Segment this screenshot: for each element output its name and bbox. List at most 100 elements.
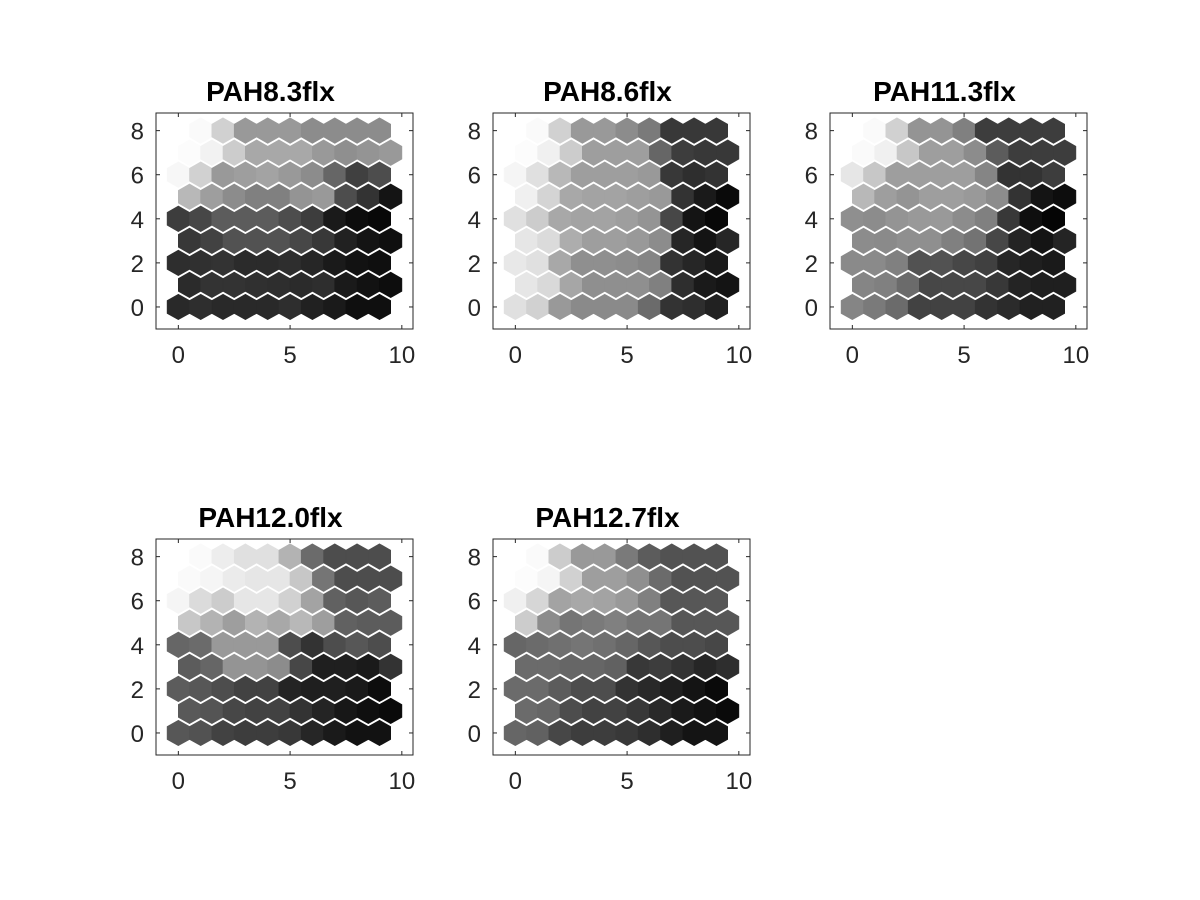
hex-cell xyxy=(367,205,392,232)
hex-cell xyxy=(334,609,358,636)
hex-cell xyxy=(211,675,235,703)
hex-cell xyxy=(559,565,583,592)
hex-cell xyxy=(671,565,695,592)
hex-cell xyxy=(548,675,572,703)
hex-cell xyxy=(526,631,550,658)
hex-cell xyxy=(671,653,695,680)
hex-cell xyxy=(189,675,213,703)
chart-panel-1: 0 5 10 0 2 4 6 8 PAH8.3flx xyxy=(131,76,416,369)
x-tick-label: 10 xyxy=(388,342,415,369)
hex-cell xyxy=(570,117,594,144)
hex-cell xyxy=(514,697,539,725)
hex-cell xyxy=(537,139,561,166)
hex-cell xyxy=(907,161,931,188)
hex-cell xyxy=(323,587,347,614)
hex-cell xyxy=(256,117,280,144)
hex-cell xyxy=(626,697,650,725)
hex-cell xyxy=(367,631,392,658)
hex-cell xyxy=(379,271,403,299)
hex-cell xyxy=(637,117,662,144)
hex-cell xyxy=(570,675,594,703)
y-tick-label: 6 xyxy=(468,163,481,190)
hex-cell xyxy=(986,227,1010,254)
hex-cell xyxy=(356,565,380,592)
hex-cell xyxy=(312,697,336,725)
hex-cell xyxy=(1042,161,1065,188)
x-tick-label: 10 xyxy=(725,342,752,369)
hex-cell xyxy=(200,271,224,299)
hex-cell xyxy=(200,227,224,254)
hex-cell xyxy=(604,609,628,636)
x-tick-label: 0 xyxy=(172,342,185,369)
hex-cell xyxy=(559,227,583,254)
hex-cell xyxy=(570,631,594,658)
hex-cell xyxy=(637,205,662,232)
hex-cell xyxy=(693,183,717,210)
hex-cell xyxy=(345,675,369,703)
hex-cell xyxy=(503,587,527,614)
hex-cell xyxy=(986,183,1010,210)
hex-cell xyxy=(704,543,729,570)
hex-cell xyxy=(189,543,213,570)
hex-cell xyxy=(211,249,235,277)
hex-cell xyxy=(289,697,313,725)
hex-cell xyxy=(178,227,201,254)
hex-cell xyxy=(166,293,190,321)
hex-cell xyxy=(356,227,380,254)
hex-cell xyxy=(593,205,617,232)
hex-cell xyxy=(256,161,280,188)
y-tick-label: 6 xyxy=(805,163,818,190)
hex-cell xyxy=(200,183,224,210)
hex-cell xyxy=(211,117,235,144)
hex-cell xyxy=(716,271,740,299)
hex-cell xyxy=(312,565,336,592)
hex-cell xyxy=(693,139,717,166)
hex-cell xyxy=(526,543,550,570)
hex-cell xyxy=(593,161,617,188)
hex-cell xyxy=(660,587,684,614)
hex-cell xyxy=(863,205,887,232)
hex-cell xyxy=(1042,293,1065,321)
hex-cell xyxy=(660,631,684,658)
hex-cell xyxy=(526,587,550,614)
hex-cell xyxy=(267,183,291,210)
hex-cell xyxy=(559,697,583,725)
y-tick-label: 2 xyxy=(131,251,144,278)
hex-cell xyxy=(312,139,336,166)
hex-cell xyxy=(367,587,392,614)
hex-cell xyxy=(997,161,1021,188)
hex-cell xyxy=(178,653,201,680)
hex-cell xyxy=(200,139,224,166)
hex-cell xyxy=(166,543,190,570)
hex-cell xyxy=(693,609,717,636)
hex-cell xyxy=(514,139,539,166)
hex-cell xyxy=(526,675,550,703)
hex-cell xyxy=(570,587,594,614)
hex-cell xyxy=(615,631,639,658)
hex-cell xyxy=(649,565,673,592)
hex-cell xyxy=(682,249,706,277)
hex-cell xyxy=(863,249,887,277)
hex-cell xyxy=(548,249,572,277)
hex-cell xyxy=(615,293,639,321)
hex-cell xyxy=(997,117,1021,144)
hex-cell xyxy=(289,653,313,680)
hex-cell xyxy=(300,543,325,570)
hex-cell xyxy=(356,139,380,166)
hex-cell xyxy=(615,249,639,277)
hex-cell xyxy=(503,249,527,277)
hex-cell xyxy=(300,719,325,747)
y-tick-label: 0 xyxy=(468,295,481,322)
hex-cell xyxy=(189,719,213,747)
hex-cell xyxy=(660,293,684,321)
chart-panel-3: 0 5 10 0 2 4 6 8 PAH11.3flx xyxy=(805,76,1090,369)
hex-cell xyxy=(323,631,347,658)
hex-cell xyxy=(682,117,706,144)
axes-frame xyxy=(492,538,751,756)
hex-cell xyxy=(693,653,717,680)
hex-cell xyxy=(559,139,583,166)
hex-cell xyxy=(974,205,999,232)
hex-cell xyxy=(356,183,380,210)
hex-cell xyxy=(626,139,650,166)
